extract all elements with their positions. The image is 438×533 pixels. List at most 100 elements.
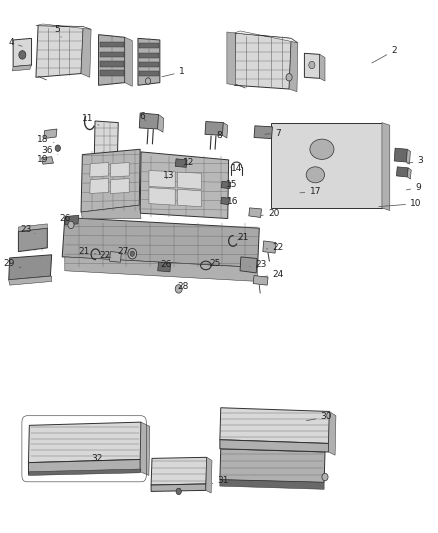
Polygon shape — [13, 38, 32, 67]
Text: 19: 19 — [37, 156, 52, 164]
Text: 23: 23 — [21, 225, 35, 233]
Polygon shape — [151, 457, 207, 485]
Polygon shape — [18, 224, 47, 231]
Polygon shape — [139, 113, 159, 129]
Polygon shape — [110, 163, 129, 177]
Polygon shape — [177, 172, 201, 189]
Text: 15: 15 — [226, 181, 238, 189]
Text: 26: 26 — [59, 214, 71, 223]
Circle shape — [309, 61, 315, 69]
Text: 32: 32 — [85, 454, 103, 463]
Polygon shape — [254, 126, 272, 139]
Text: 22: 22 — [266, 244, 284, 252]
Polygon shape — [271, 123, 382, 208]
Circle shape — [68, 221, 74, 229]
Text: 5: 5 — [54, 25, 61, 37]
Ellipse shape — [306, 167, 325, 183]
Polygon shape — [158, 115, 164, 132]
Polygon shape — [100, 42, 124, 47]
Polygon shape — [382, 123, 390, 211]
Polygon shape — [42, 157, 53, 164]
Polygon shape — [100, 52, 124, 57]
Text: 11: 11 — [82, 114, 99, 125]
Polygon shape — [28, 469, 141, 475]
Text: 26: 26 — [160, 261, 171, 269]
Polygon shape — [65, 215, 79, 225]
Polygon shape — [9, 276, 52, 285]
Text: 13: 13 — [163, 172, 174, 180]
Polygon shape — [240, 257, 257, 273]
Polygon shape — [151, 484, 206, 491]
Polygon shape — [223, 123, 228, 138]
Text: 20: 20 — [261, 209, 279, 217]
Polygon shape — [394, 148, 407, 162]
Circle shape — [176, 488, 181, 495]
Polygon shape — [177, 189, 201, 207]
Polygon shape — [407, 168, 411, 179]
Polygon shape — [158, 262, 171, 272]
Polygon shape — [110, 252, 121, 262]
Text: 1: 1 — [162, 68, 185, 77]
Polygon shape — [139, 53, 159, 58]
Text: 16: 16 — [224, 197, 239, 206]
Polygon shape — [320, 54, 325, 81]
Polygon shape — [227, 32, 236, 85]
Polygon shape — [234, 31, 297, 43]
Polygon shape — [100, 61, 124, 67]
Circle shape — [55, 145, 60, 151]
Polygon shape — [205, 122, 223, 135]
Text: 7: 7 — [265, 129, 281, 138]
Polygon shape — [28, 422, 141, 463]
Polygon shape — [9, 255, 52, 280]
Circle shape — [322, 473, 328, 481]
Polygon shape — [220, 480, 324, 489]
Polygon shape — [36, 24, 91, 29]
Polygon shape — [139, 71, 159, 76]
Polygon shape — [62, 217, 259, 268]
Polygon shape — [140, 422, 150, 475]
Polygon shape — [220, 440, 328, 452]
Polygon shape — [65, 257, 258, 281]
Polygon shape — [396, 167, 408, 177]
Polygon shape — [289, 38, 298, 92]
Text: 21: 21 — [78, 247, 95, 256]
Text: 10: 10 — [379, 199, 422, 208]
Polygon shape — [138, 38, 160, 85]
Polygon shape — [90, 179, 109, 193]
Polygon shape — [220, 449, 325, 482]
Polygon shape — [406, 149, 410, 164]
Text: 22: 22 — [99, 252, 111, 260]
Text: 30: 30 — [307, 413, 332, 421]
Text: 28: 28 — [177, 282, 189, 291]
Ellipse shape — [310, 139, 334, 159]
Text: 24: 24 — [261, 270, 284, 279]
Polygon shape — [94, 121, 118, 163]
Polygon shape — [175, 159, 187, 167]
Polygon shape — [253, 276, 268, 285]
Text: 17: 17 — [300, 188, 321, 196]
Polygon shape — [36, 26, 83, 77]
Text: 25: 25 — [209, 260, 220, 268]
Circle shape — [19, 51, 26, 59]
Polygon shape — [125, 37, 132, 86]
Polygon shape — [100, 70, 124, 76]
Polygon shape — [221, 181, 231, 189]
Polygon shape — [140, 152, 229, 219]
Text: 27: 27 — [118, 247, 129, 256]
Text: 8: 8 — [216, 132, 222, 140]
Polygon shape — [221, 197, 230, 205]
Text: 9: 9 — [406, 183, 421, 192]
Text: 18: 18 — [37, 135, 54, 144]
Polygon shape — [149, 188, 175, 205]
Text: 23: 23 — [250, 261, 266, 269]
Text: 3: 3 — [407, 157, 424, 165]
Polygon shape — [90, 163, 109, 177]
Polygon shape — [12, 65, 32, 71]
Polygon shape — [304, 53, 320, 78]
Polygon shape — [139, 43, 159, 48]
Polygon shape — [99, 35, 125, 85]
Circle shape — [286, 74, 292, 81]
Polygon shape — [249, 208, 261, 217]
Circle shape — [175, 285, 182, 293]
Polygon shape — [149, 171, 175, 188]
